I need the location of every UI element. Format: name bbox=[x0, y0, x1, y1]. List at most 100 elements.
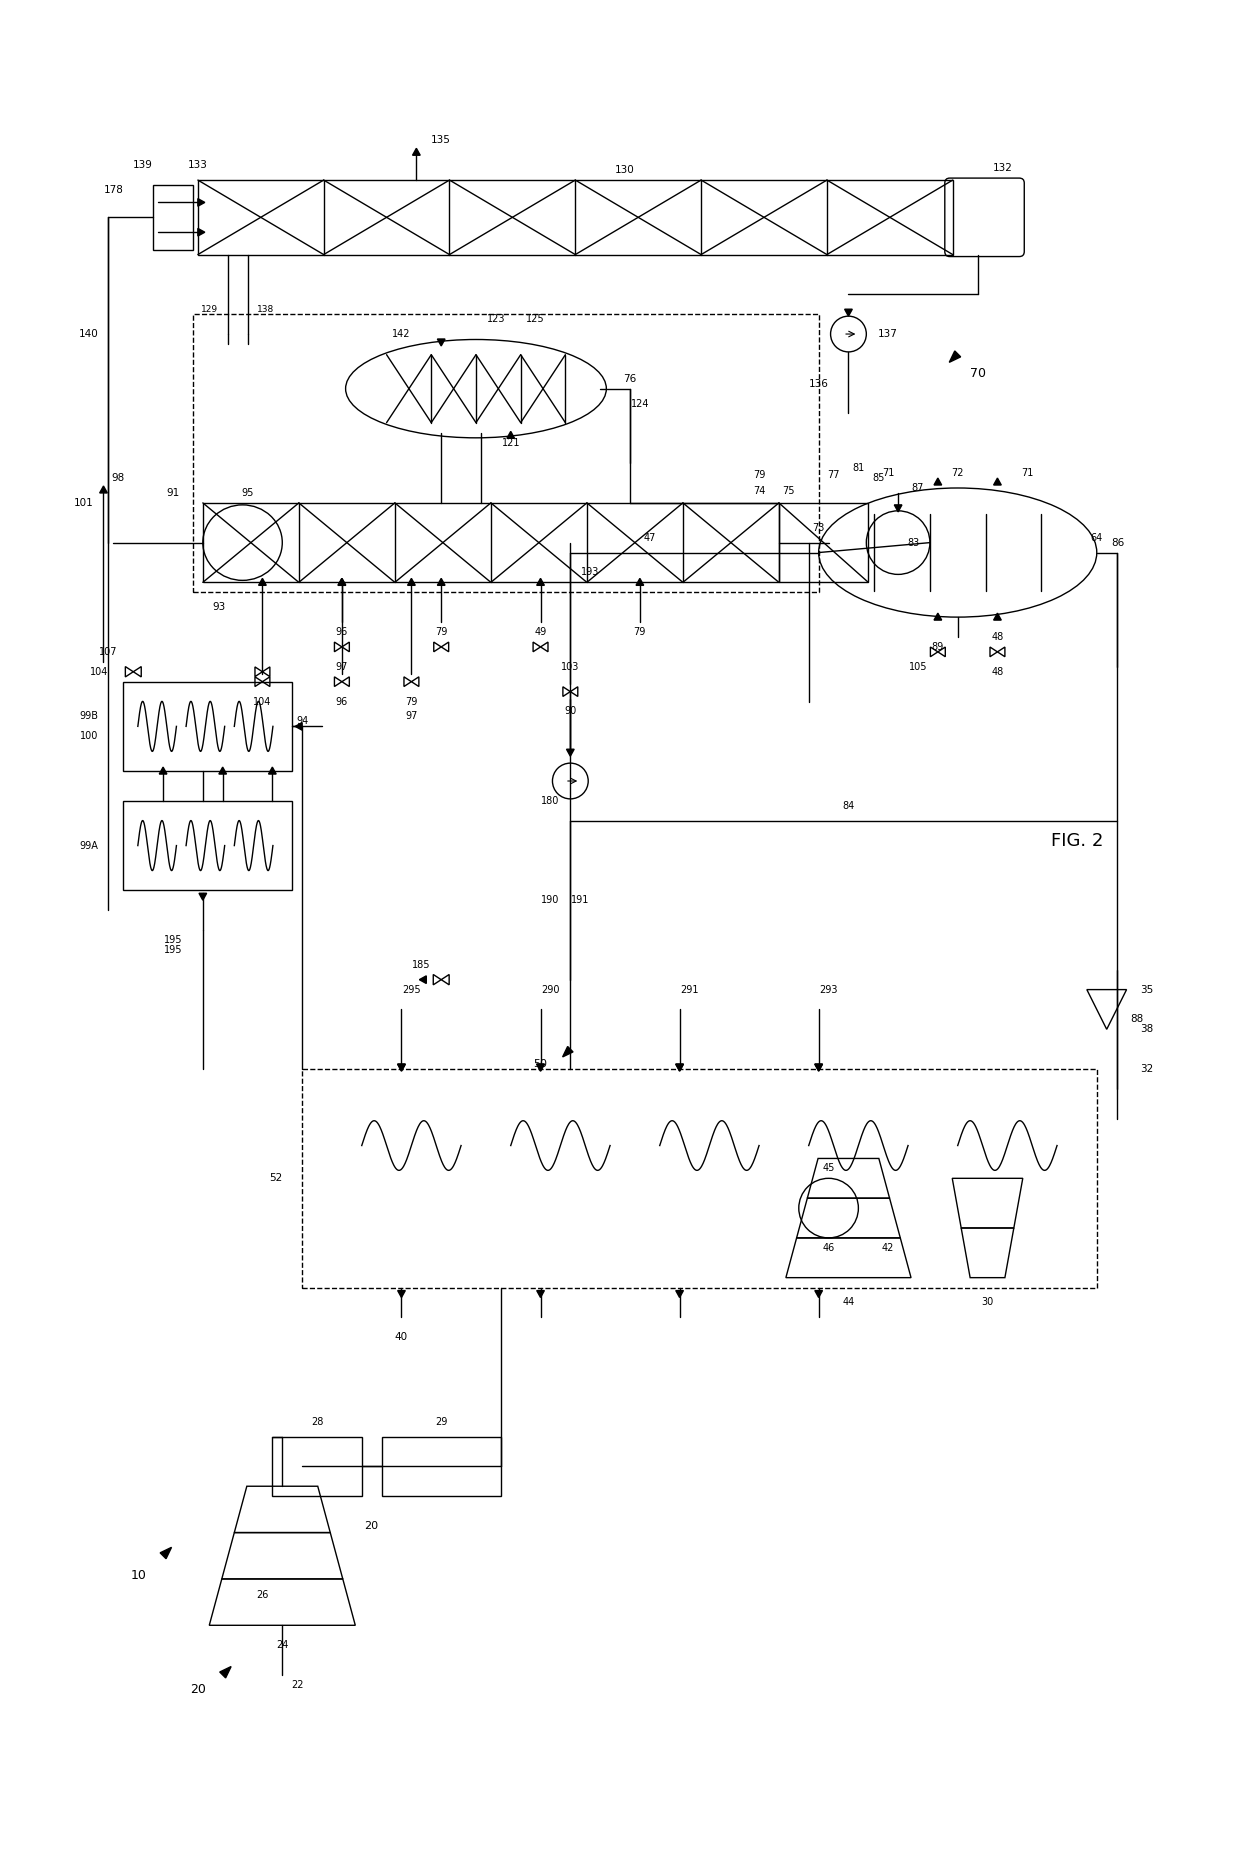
Text: 195: 195 bbox=[164, 936, 182, 945]
Text: 38: 38 bbox=[1140, 1025, 1153, 1034]
Text: 180: 180 bbox=[542, 796, 559, 805]
Text: 46: 46 bbox=[822, 1242, 835, 1254]
Text: 90: 90 bbox=[564, 707, 577, 716]
Text: 291: 291 bbox=[681, 984, 699, 995]
Text: 32: 32 bbox=[1140, 1064, 1153, 1073]
Text: 132: 132 bbox=[992, 164, 1012, 173]
Text: 73: 73 bbox=[812, 523, 825, 532]
Polygon shape bbox=[438, 339, 445, 346]
Polygon shape bbox=[99, 485, 108, 493]
Text: 77: 77 bbox=[827, 471, 839, 480]
Text: 133: 133 bbox=[188, 160, 208, 169]
Text: 101: 101 bbox=[73, 498, 93, 508]
Polygon shape bbox=[567, 750, 574, 757]
Text: 195: 195 bbox=[164, 945, 182, 954]
Text: 103: 103 bbox=[562, 662, 579, 671]
Text: 79: 79 bbox=[753, 471, 765, 480]
Bar bbox=[203, 502, 779, 582]
Polygon shape bbox=[419, 976, 427, 984]
Polygon shape bbox=[537, 1064, 544, 1071]
Text: 139: 139 bbox=[133, 160, 154, 169]
Text: 93: 93 bbox=[213, 603, 226, 612]
Polygon shape bbox=[219, 766, 227, 774]
Text: 89: 89 bbox=[931, 642, 944, 651]
Text: 79: 79 bbox=[435, 627, 448, 636]
Polygon shape bbox=[259, 578, 267, 586]
Text: 107: 107 bbox=[99, 647, 118, 657]
Polygon shape bbox=[507, 432, 515, 439]
Text: 71: 71 bbox=[1021, 469, 1033, 478]
Text: 86: 86 bbox=[1112, 538, 1125, 547]
Text: 293: 293 bbox=[820, 984, 838, 995]
Text: 290: 290 bbox=[541, 984, 559, 995]
Text: 76: 76 bbox=[624, 374, 636, 383]
Text: 87: 87 bbox=[911, 484, 924, 493]
Polygon shape bbox=[408, 578, 415, 586]
Text: 88: 88 bbox=[1130, 1014, 1143, 1025]
Text: 98: 98 bbox=[112, 472, 125, 484]
Polygon shape bbox=[198, 893, 207, 900]
Text: 35: 35 bbox=[1140, 984, 1153, 995]
Text: 44: 44 bbox=[842, 1298, 854, 1308]
Polygon shape bbox=[413, 149, 420, 154]
Text: 99A: 99A bbox=[79, 841, 98, 850]
Polygon shape bbox=[269, 766, 277, 774]
Text: 138: 138 bbox=[258, 305, 275, 314]
Polygon shape bbox=[950, 352, 961, 363]
Text: 75: 75 bbox=[782, 485, 795, 497]
Polygon shape bbox=[676, 1064, 683, 1071]
Bar bbox=[273, 1436, 362, 1495]
Text: 190: 190 bbox=[542, 895, 559, 906]
Text: 20: 20 bbox=[365, 1521, 378, 1531]
Bar bbox=[303, 1070, 1096, 1287]
Text: 85: 85 bbox=[872, 472, 884, 484]
Polygon shape bbox=[934, 614, 941, 619]
Bar bbox=[123, 681, 293, 772]
Text: 136: 136 bbox=[808, 379, 828, 389]
Bar bbox=[198, 180, 952, 255]
Text: 178: 178 bbox=[103, 184, 123, 195]
Text: 72: 72 bbox=[951, 469, 963, 478]
Bar bbox=[123, 802, 293, 891]
Polygon shape bbox=[339, 578, 346, 586]
Text: 48: 48 bbox=[991, 632, 1003, 642]
Text: 48: 48 bbox=[991, 666, 1003, 677]
Text: 22: 22 bbox=[291, 1680, 304, 1691]
Text: 95: 95 bbox=[242, 487, 254, 498]
Text: 40: 40 bbox=[394, 1332, 408, 1343]
Polygon shape bbox=[398, 1291, 405, 1298]
Text: 99B: 99B bbox=[79, 711, 98, 722]
Text: 28: 28 bbox=[311, 1417, 324, 1427]
Polygon shape bbox=[815, 1291, 822, 1298]
Polygon shape bbox=[295, 722, 303, 731]
Polygon shape bbox=[537, 1291, 544, 1298]
Text: 64: 64 bbox=[1091, 532, 1102, 543]
Text: 30: 30 bbox=[981, 1298, 993, 1308]
Text: 20: 20 bbox=[190, 1683, 206, 1696]
Text: 10: 10 bbox=[130, 1570, 146, 1583]
Bar bbox=[382, 1436, 501, 1495]
Text: 26: 26 bbox=[257, 1590, 269, 1600]
Text: 96: 96 bbox=[336, 696, 348, 707]
Text: 125: 125 bbox=[526, 314, 544, 324]
Text: 70: 70 bbox=[970, 366, 986, 379]
Polygon shape bbox=[676, 1291, 683, 1298]
Polygon shape bbox=[438, 578, 445, 586]
Polygon shape bbox=[339, 578, 346, 586]
Text: 193: 193 bbox=[582, 567, 599, 577]
Text: 29: 29 bbox=[435, 1417, 448, 1427]
Text: 191: 191 bbox=[572, 895, 589, 906]
Text: 100: 100 bbox=[81, 731, 98, 742]
Text: 81: 81 bbox=[852, 463, 864, 472]
Polygon shape bbox=[563, 1047, 573, 1056]
Polygon shape bbox=[398, 1064, 405, 1071]
Polygon shape bbox=[993, 478, 1001, 485]
Text: 105: 105 bbox=[909, 662, 928, 671]
Polygon shape bbox=[676, 1064, 683, 1071]
Text: 79: 79 bbox=[405, 696, 418, 707]
Text: 45: 45 bbox=[822, 1162, 835, 1174]
Text: 97: 97 bbox=[405, 711, 418, 722]
Polygon shape bbox=[934, 478, 941, 485]
Text: FIG. 2: FIG. 2 bbox=[1050, 831, 1104, 850]
Text: 140: 140 bbox=[78, 329, 98, 339]
